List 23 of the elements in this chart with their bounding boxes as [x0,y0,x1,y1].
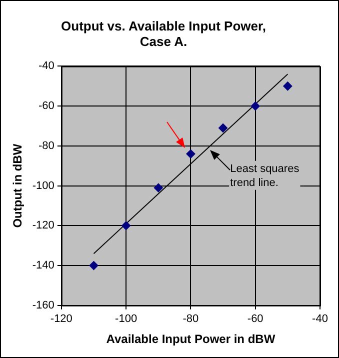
x-tick-label: -60 [247,313,264,326]
y-tick-label: -100 [32,180,54,192]
point [250,102,260,111]
y-tick-label: -160 [32,299,54,312]
x-tick-label: -120 [50,313,72,326]
point [89,261,98,270]
y-axis-title: Output in dBW [10,143,25,228]
annotation: Least squares trend line. [230,162,300,189]
point [218,123,228,132]
point [154,183,163,192]
x-axis-title: Available Input Power in dBW [106,332,276,346]
x-tick-label: -40 [312,313,328,326]
x-tick-label: -100 [115,313,138,326]
y-tick-label: -60 [38,100,54,112]
point [122,221,131,230]
y-tick-label: -80 [38,140,54,152]
x-tick-label: -80 [182,313,199,326]
y-tick-label: -40 [38,60,54,72]
point [283,82,292,91]
point [186,149,196,158]
y-tick-label: -120 [32,220,54,232]
chart-title: Output vs. Available Input Power, Case A. [61,18,266,49]
y-tick-label: -140 [32,260,54,272]
